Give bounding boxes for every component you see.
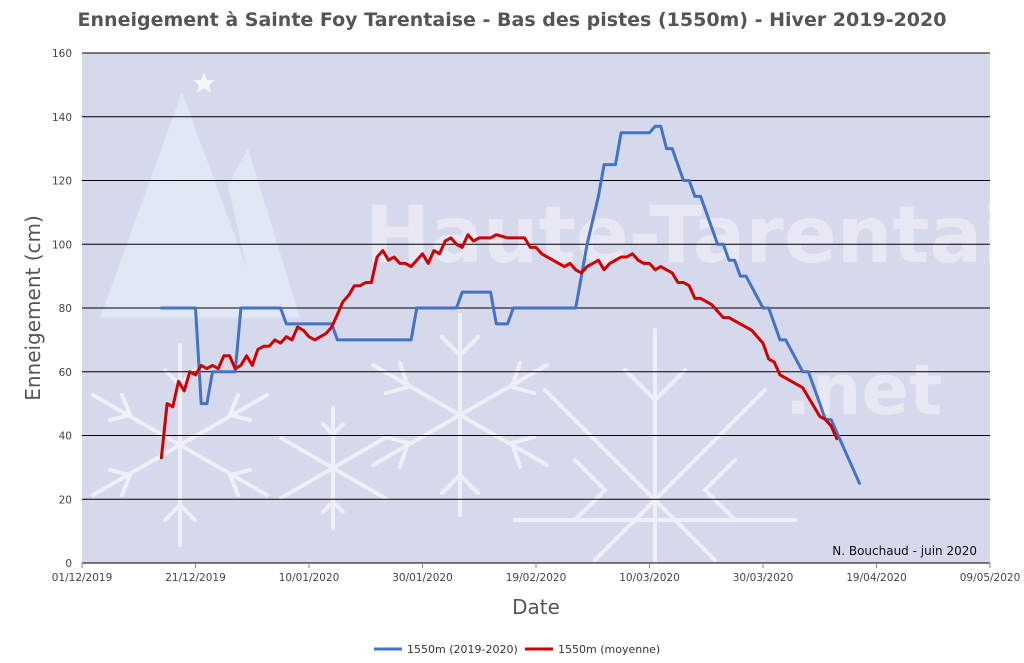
x-tick-label: 19/04/2020 [846,572,907,584]
watermark-logo: Haute-Tarentaise .net [91,72,1024,582]
mountain-icon [100,92,265,318]
watermark-text: Haute-Tarentaise [365,191,1024,281]
legend-label: 1550m (2019-2020) [407,643,518,656]
y-tick-label: 60 [59,367,72,379]
y-axis-ticks: 0 20 40 60 80 100 120 140 160 [52,48,72,570]
x-axis-label: Date [512,595,560,619]
x-tick-label: 30/01/2020 [392,572,453,584]
y-tick-label: 0 [65,558,72,570]
y-tick-label: 80 [59,303,72,315]
series-line-2 [159,233,839,460]
snowflake-icon [91,343,269,547]
mountain-icon [228,148,300,318]
x-axis-ticks: 01/12/2019 21/12/2019 10/01/2020 30/01/2020… [52,563,1021,584]
legend-label: 1550m (moyenne) [558,643,660,656]
series-lines [159,124,861,485]
y-tick-label: 160 [52,48,72,60]
plot-area: Haute-Tarentaise .net N. Bouchaud - juin… [82,52,1024,582]
x-tick-label: 01/12/2019 [52,572,113,584]
x-tick-label: 10/03/2020 [619,572,680,584]
y-tick-label: 100 [52,239,72,251]
chart-title: Enneigement à Sainte Foy Tarentaise - Ba… [78,9,947,31]
x-tick-label: 21/12/2019 [165,572,226,584]
y-axis-label: Enneigement (cm) [21,215,45,401]
legend: 1550m (2019-2020) 1550m (moyenne) [374,643,660,656]
snowflake-icon [513,328,797,582]
snowflake-icon [371,313,549,517]
star-icon [193,72,215,93]
x-tick-label: 19/02/2020 [506,572,567,584]
x-tick-label: 30/03/2020 [733,572,794,584]
x-tick-label: 10/01/2020 [279,572,340,584]
y-tick-label: 20 [59,494,72,506]
series-line-1 [159,124,861,485]
y-tick-label: 140 [52,112,72,124]
chart-credit: N. Bouchaud - juin 2020 [832,544,977,558]
watermark-text: .net [785,349,942,431]
y-tick-label: 40 [59,431,72,443]
snowflake-icon [279,406,387,530]
x-tick-label: 09/05/2020 [960,572,1021,584]
y-tick-label: 120 [52,176,72,188]
